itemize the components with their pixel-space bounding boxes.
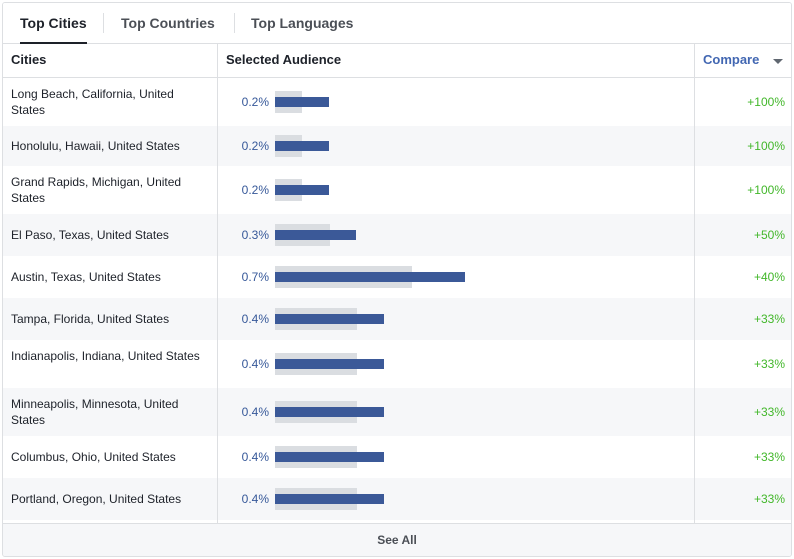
caret-down-icon [773,59,783,64]
tab-top-languages[interactable]: Top Languages [251,3,353,43]
tab-top-cities[interactable]: Top Cities [20,3,87,44]
audience-percent: 0.7% [241,270,269,284]
table-row: Long Beach, California, United States 0.2… [3,78,791,126]
compare-value: +33% [753,405,785,419]
compare-value: +33% [753,492,785,506]
city-name: Indianapolis, Indiana, United States [11,349,200,363]
audience-percent: 0.4% [241,492,269,506]
tab-bar: Top Cities Top Countries Top Languages [3,3,791,44]
compare-value: +33% [753,312,785,326]
audience-percent: 0.4% [241,450,269,464]
audience-bar [275,185,329,195]
audience-percent: 0.2% [241,139,269,153]
table-row: Grand Rapids, Michigan, United States 0.2… [3,166,791,214]
compare-value: +50% [753,228,785,242]
compare-label: Compare [703,52,760,67]
table-header: Cities Selected Audience Compare [3,43,791,78]
compare-value: +33% [753,357,785,371]
compare-value: +40% [753,270,785,284]
audience-percent: 0.2% [241,95,269,109]
tab-label: Top Cities [20,15,87,31]
table-row: Honolulu, Hawaii, United States 0.2% +100% [3,126,791,166]
tab-divider [103,13,104,33]
audience-percent: 0.4% [241,357,269,371]
audience-bar [275,272,465,282]
audience-bar [275,452,384,462]
table-row: El Paso, Texas, United States 0.3% +50% [3,214,791,256]
audience-bar [275,141,329,151]
see-all-button[interactable]: See All [3,523,791,556]
city-name: Grand Rapids, Michigan, United States [11,175,182,205]
audience-bar [275,314,384,324]
city-name: Minneapolis, Minnesota, United States [11,397,179,427]
audience-percent: 0.4% [241,312,269,326]
compare-value: +100% [747,183,785,197]
column-header-cities: Cities [11,52,47,67]
city-name: El Paso, Texas, United States [11,228,169,242]
tab-label: Top Countries [121,15,215,31]
table-row: Portland, Oregon, United States 0.4% +33% [3,478,791,520]
active-tab-underline [20,42,87,44]
city-name: Long Beach, California, United States [11,87,174,117]
city-name: Austin, Texas, United States [11,270,161,284]
column-divider [217,43,218,523]
city-name: Honolulu, Hawaii, United States [11,139,180,153]
audience-percent: 0.2% [241,183,269,197]
table-row: Columbus, Ohio, United States 0.4% +33% [3,436,791,478]
audience-percent: 0.3% [241,228,269,242]
audience-bar [275,407,384,417]
audience-bar [275,494,384,504]
tab-top-countries[interactable]: Top Countries [121,3,215,43]
column-header-selected-audience: Selected Audience [226,52,342,67]
table-row: Minneapolis, Minnesota, United States 0.4… [3,388,791,436]
audience-bar [275,230,356,240]
tab-divider [234,13,235,33]
audience-bar [275,97,329,107]
city-name: Tampa, Florida, United States [11,312,170,326]
compare-value: +100% [747,139,785,153]
city-name: Columbus, Ohio, United States [11,450,176,464]
audience-bar [275,359,384,369]
table-row: Austin, Texas, United States 0.7% +40% [3,256,791,298]
table-row: Tampa, Florida, United States 0.4% +33% [3,298,791,340]
compare-value: +33% [753,450,785,464]
column-divider [694,43,695,523]
city-name: Portland, Oregon, United States [11,492,182,506]
compare-value: +100% [747,95,785,109]
tab-label: Top Languages [251,15,354,31]
table-row: Indianapolis, Indiana, United States 0.4%… [3,340,791,388]
audience-percent: 0.4% [241,405,269,419]
compare-dropdown[interactable]: Compare [703,43,789,77]
